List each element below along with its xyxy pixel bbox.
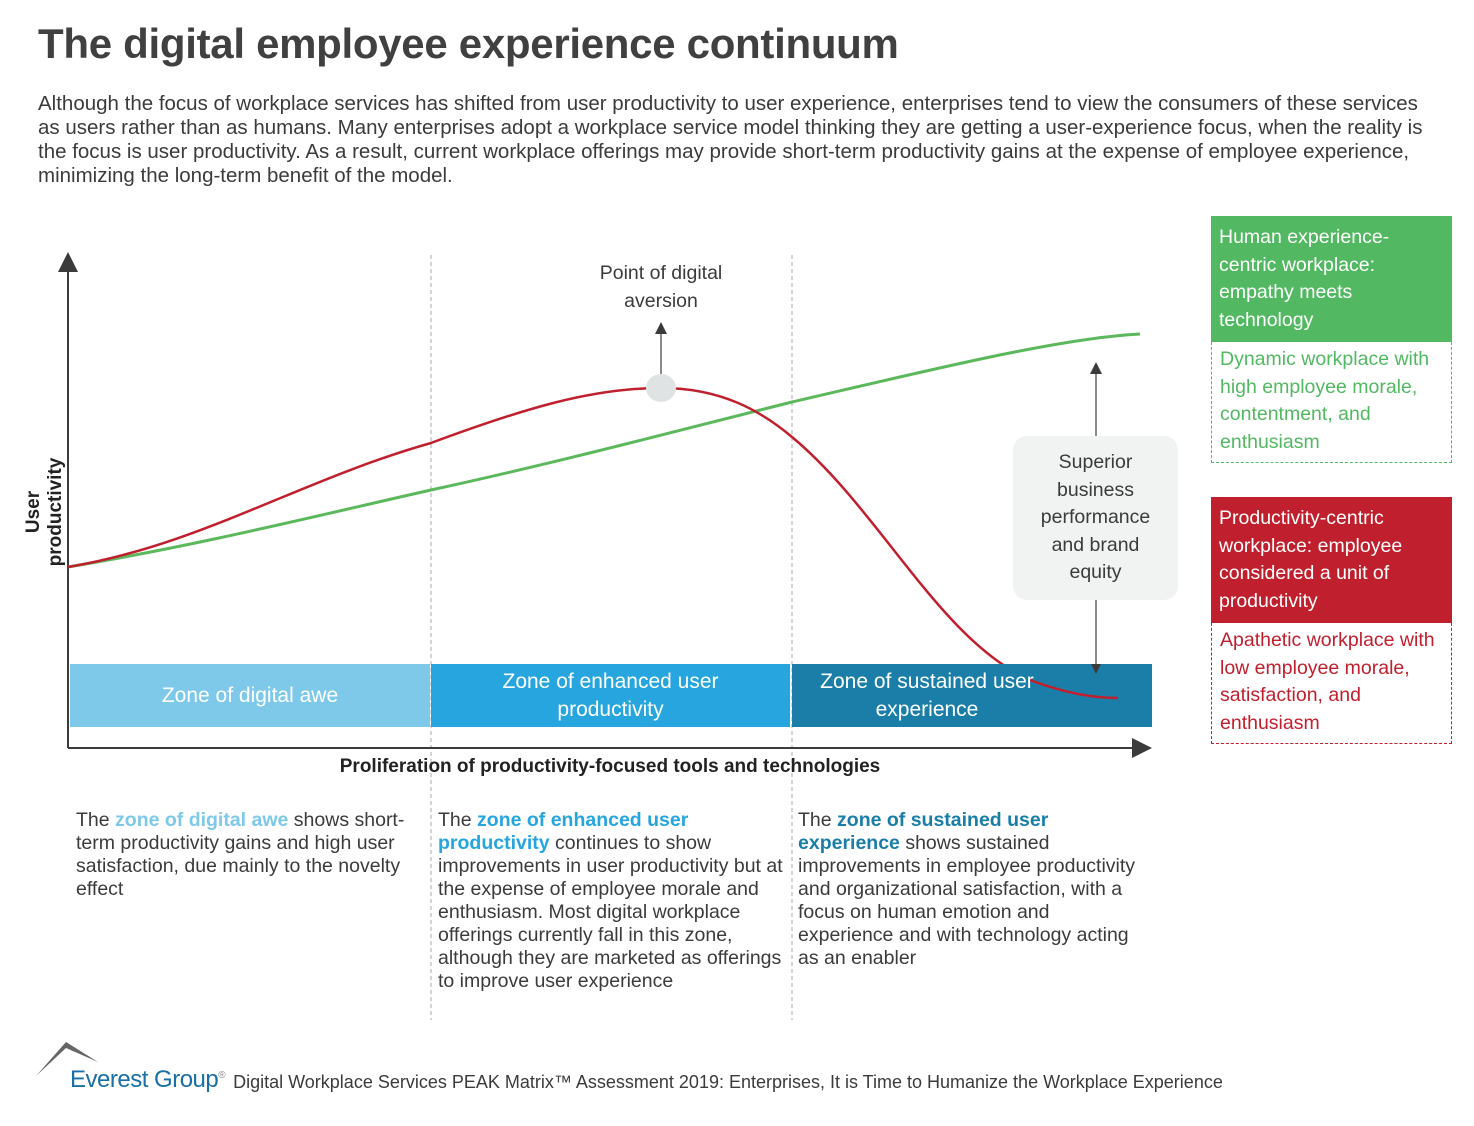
brand-name: Everest Group bbox=[70, 1066, 219, 1093]
human-experience-curve bbox=[67, 332, 1141, 569]
callout-text: Superior business performance and brand … bbox=[1040, 451, 1151, 584]
desc-suffix: continues to show improvements in user p… bbox=[438, 832, 783, 992]
y-axis-label: User productivity bbox=[23, 457, 66, 567]
desc-suffix: shows sustained improvements in employee… bbox=[798, 832, 1136, 969]
footer-source: Digital Workplace Services PEAK Matrix™ … bbox=[233, 1072, 1223, 1092]
page-title: The digital employee experience continuu… bbox=[38, 20, 899, 67]
desc-highlight: zone of enhanced user productivity bbox=[438, 809, 689, 854]
footer: Everest Group® Digital Workplace Service… bbox=[36, 1062, 1223, 1094]
legend-human-heading: Human experience-centric workplace: empa… bbox=[1211, 216, 1452, 342]
peak-point-marker bbox=[646, 374, 676, 402]
desc-highlight: zone of digital awe bbox=[115, 809, 289, 831]
desc-prefix: The bbox=[798, 809, 838, 831]
legend-productivity: Productivity-centric workplace: employee… bbox=[1211, 497, 1452, 744]
legend-productivity-detail: Apathetic workplace with low employee mo… bbox=[1211, 623, 1452, 744]
zone-sustained-user-experience: Zone of sustained user experience bbox=[792, 664, 1152, 727]
desc-prefix: The bbox=[438, 809, 478, 831]
x-axis-label: Proliferation of productivity-focused to… bbox=[339, 756, 881, 777]
everest-group-logo: Everest Group® bbox=[70, 1066, 226, 1093]
productivity-curve bbox=[67, 386, 1119, 700]
description-sustained-experience: The zone of sustained user experience sh… bbox=[798, 809, 1143, 970]
desc-highlight: zone of sustained user experience bbox=[798, 809, 1049, 854]
legend-productivity-heading: Productivity-centric workplace: employee… bbox=[1211, 497, 1452, 623]
description-enhanced-productivity: The zone of enhanced user productivity c… bbox=[438, 809, 788, 993]
point-of-digital-aversion-label: Point of digital aversion bbox=[599, 262, 723, 312]
callout-box: Superior business performance and brand … bbox=[1013, 436, 1178, 600]
desc-prefix: The bbox=[76, 809, 116, 831]
zone-enhanced-user-productivity: Zone of enhanced user productivity bbox=[431, 664, 790, 727]
legend-human: Human experience-centric workplace: empa… bbox=[1211, 216, 1452, 463]
desc-suffix: shows short-term productivity gains and … bbox=[76, 809, 405, 900]
description-digital-awe: The zone of digital awe shows short-term… bbox=[76, 809, 424, 901]
intro-paragraph: Although the focus of workplace services… bbox=[38, 92, 1423, 187]
callout-arrowhead bbox=[1091, 664, 1101, 674]
productivity-curve-tail bbox=[1030, 678, 1119, 700]
legend-human-detail: Dynamic workplace with high employee mor… bbox=[1211, 342, 1452, 463]
zone-digital-awe: Zone of digital awe bbox=[70, 664, 430, 727]
